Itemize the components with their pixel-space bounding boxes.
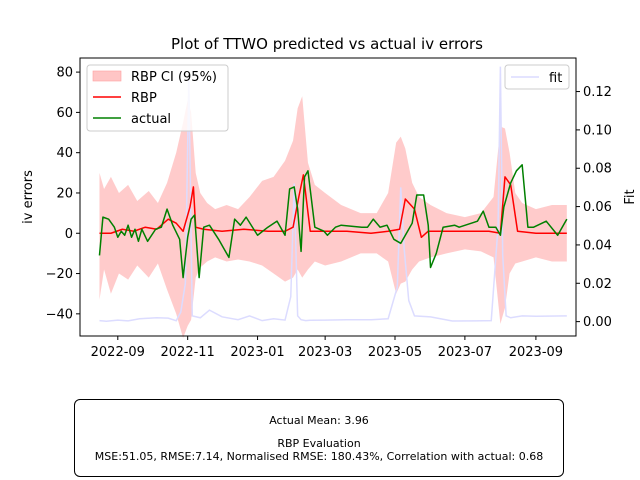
x-tick-label: 2023-05 [368, 345, 422, 360]
plot-area [98, 66, 568, 339]
chart-title: Plot of TTWO predicted vs actual iv erro… [171, 35, 483, 53]
actual-mean-text: Actual Mean: 3.96 [269, 414, 369, 427]
legend-label: fit [549, 71, 562, 86]
legend-label: actual [131, 112, 171, 127]
y-tick-label: 40 [56, 146, 73, 161]
y-tick-label: 60 [56, 106, 73, 121]
x-tick-label: 2022-11 [161, 345, 215, 360]
ci-band [99, 96, 567, 339]
series-line-actual [98, 164, 568, 279]
x-tick-label: 2023-07 [438, 345, 492, 360]
y-tick-label: −40 [46, 307, 73, 322]
chart-figure: Plot of TTWO predicted vs actual iv erro… [21, 35, 638, 360]
y2-tick-label: 0.00 [583, 315, 612, 330]
y-tick-label: 0 [65, 227, 73, 242]
legend-right: fit [504, 64, 570, 90]
x-tick-label: 2023-09 [509, 345, 563, 360]
x-tick-label: 2023-03 [298, 345, 352, 360]
evaluation-metrics: MSE:51.05, RMSE:7.14, Normalised RMSE: 1… [94, 450, 544, 463]
x-tick-label: 2023-01 [230, 345, 284, 360]
legend-swatch-ci [92, 70, 122, 82]
y2-tick-label: 0.02 [583, 277, 612, 292]
y-axis-label: iv errors [21, 170, 36, 224]
evaluation-heading: RBP Evaluation [277, 437, 361, 450]
x-tick-label: 2022-09 [91, 345, 145, 360]
y-tick-label: 20 [56, 186, 73, 201]
y2-tick-label: 0.06 [583, 200, 612, 215]
y2-tick-label: 0.04 [583, 238, 612, 253]
legend-label: RBP CI (95%) [131, 70, 217, 85]
y2-tick-label: 0.10 [583, 123, 612, 138]
legend-left-frame [86, 64, 229, 132]
y2-tick-label: 0.08 [583, 162, 612, 177]
stats-box: Actual Mean: 3.96 RBP Evaluation MSE:51.… [74, 399, 564, 477]
y2-tick-label: 0.12 [583, 85, 612, 100]
y-tick-label: 80 [56, 66, 73, 81]
legend-label: RBP [131, 91, 157, 106]
series-line-fit [99, 66, 567, 322]
legend-left: RBP CI (95%) RBP actual [86, 64, 229, 132]
y2-axis-label: Fit [623, 189, 638, 204]
axes: 2022-09 2022-11 2023-01 2023-03 2023-05 2023-… [46, 66, 612, 360]
plot-frame [79, 57, 577, 337]
y-tick-label: −20 [46, 267, 73, 282]
